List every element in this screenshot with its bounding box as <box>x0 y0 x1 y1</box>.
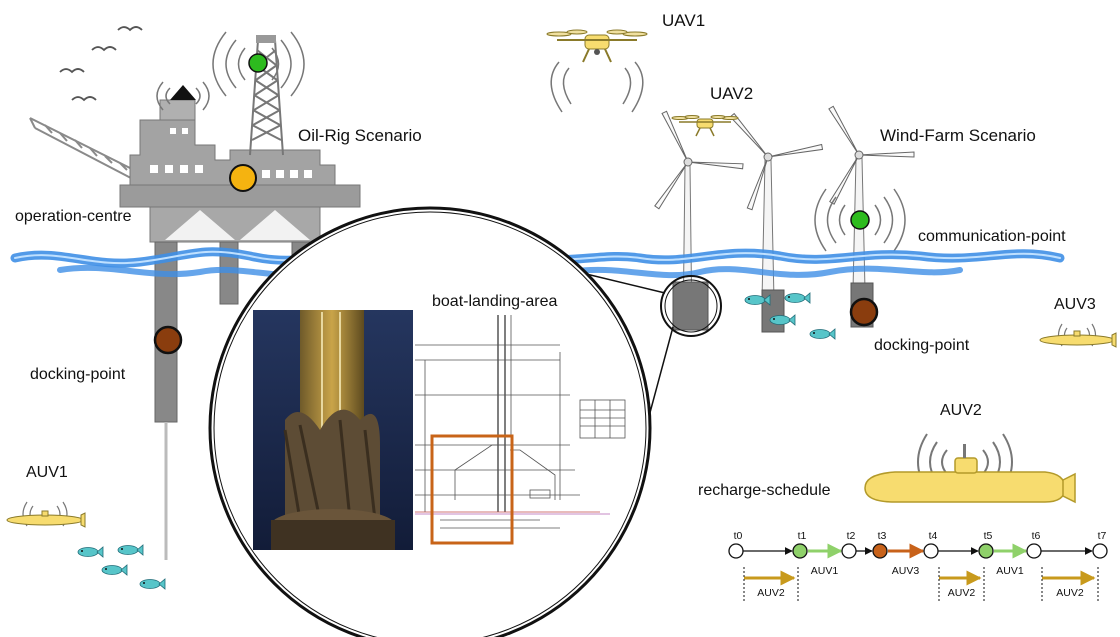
magnifier-connector <box>577 271 666 294</box>
submarine-icon <box>1039 323 1117 348</box>
transit-label: AUV2 <box>757 587 785 599</box>
magnifier-connector <box>647 326 674 421</box>
comm-point-rig <box>248 53 268 73</box>
recharge-label: AUV3 <box>892 565 920 577</box>
turbine-base <box>672 281 709 331</box>
signal-waves-icon <box>814 188 906 252</box>
label-oil-rig: Oil-Rig Scenario <box>298 126 422 145</box>
timeline-node <box>841 543 857 559</box>
time-label: t5 <box>984 530 993 542</box>
label-docking-point-windfarm: docking-point <box>874 337 970 354</box>
label-auv1: AUV1 <box>26 464 68 481</box>
operation-centre-marker <box>229 164 257 192</box>
transit-label: AUV2 <box>1056 587 1084 599</box>
comm-point-windfarm <box>850 210 870 230</box>
drone-icon <box>546 29 648 113</box>
boat-landing-highlight <box>430 434 514 545</box>
timeline-node <box>872 543 888 559</box>
timeline-node <box>1026 543 1042 559</box>
time-label: t6 <box>1032 530 1041 542</box>
label-recharge-schedule: recharge-schedule <box>698 482 831 499</box>
time-label: t0 <box>734 530 743 542</box>
label-docking-point-rig: docking-point <box>30 366 126 383</box>
recharge-schedule-timeline: AUV1 AUV3 AUV1 AUV2 AUV2 AUV2 t0 t1 t2 t3 t4 t5 t6 t7 <box>728 530 1108 603</box>
timeline-node <box>728 543 744 559</box>
transit-label: AUV2 <box>948 587 976 599</box>
label-boat-landing-area: boat-landing-area <box>432 293 558 310</box>
docking-point-rig <box>153 325 183 355</box>
docking-point-windfarm <box>849 297 879 327</box>
time-label: t2 <box>847 530 856 542</box>
recharge-label: AUV1 <box>811 565 839 577</box>
time-label: t3 <box>878 530 887 542</box>
time-label: t7 <box>1098 530 1107 542</box>
time-label: t1 <box>798 530 807 542</box>
seagull-icon <box>59 26 143 101</box>
timeline-node <box>978 543 994 559</box>
label-operation-centre: operation-centre <box>15 208 132 225</box>
drone-icon <box>671 115 739 137</box>
time-label: t4 <box>929 530 938 542</box>
label-auv3: AUV3 <box>1054 296 1096 313</box>
timeline-node <box>1092 543 1108 559</box>
magnifier-small-circle <box>664 279 718 333</box>
recharge-label: AUV1 <box>996 565 1024 577</box>
timeline-node <box>923 543 939 559</box>
label-uav2: UAV2 <box>710 84 754 103</box>
label-wind-farm: Wind-Farm Scenario <box>880 126 1036 145</box>
monopile-photo <box>253 310 413 550</box>
label-communication-point: communication-point <box>918 228 1066 245</box>
timeline-node <box>792 543 808 559</box>
submarine-icon <box>864 433 1076 504</box>
magnifier-lens-inner <box>213 211 647 637</box>
magnifier-small-circle <box>660 275 722 337</box>
label-uav1: UAV1 <box>662 11 706 30</box>
label-auv2: AUV2 <box>940 402 982 419</box>
submarine-icon <box>6 501 86 528</box>
signal-waves-icon <box>156 31 305 111</box>
